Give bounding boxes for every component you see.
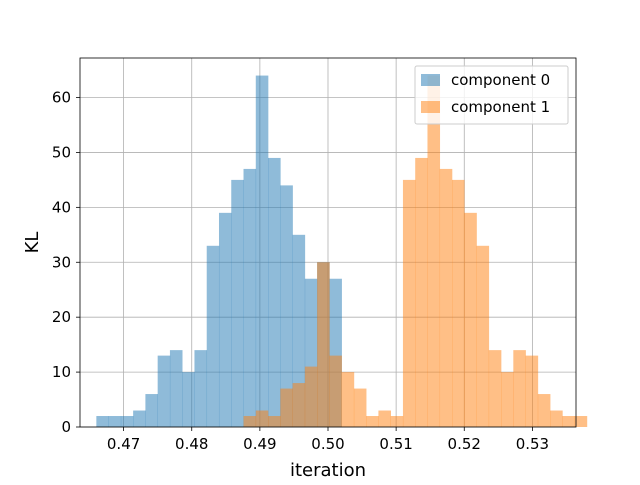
histogram-bar-component-1: [537, 394, 551, 427]
x-tick-label: 0.51: [379, 435, 412, 453]
histogram-bar-component-1: [501, 372, 514, 427]
histogram-bar-component-1: [304, 366, 318, 427]
histogram-bar-component-1: [452, 179, 465, 427]
histogram-bar-component-0: [120, 416, 134, 427]
histogram-bar-component-0: [194, 350, 208, 427]
y-tick-label: 10: [52, 363, 71, 381]
histogram-bar-component-0: [133, 410, 146, 427]
histogram-bar-component-0: [292, 234, 306, 427]
histogram-bar-component-1: [476, 245, 490, 427]
histogram-bar-component-0: [145, 394, 158, 427]
histogram-bar-component-0: [169, 350, 183, 427]
y-axis-label: KL: [22, 232, 43, 254]
histogram-bar-component-0: [157, 355, 171, 427]
histogram-bar-component-1: [378, 410, 391, 427]
x-tick-label: 0.50: [311, 435, 344, 453]
legend-box: [414, 65, 569, 125]
histogram-bar-component-0: [108, 416, 122, 427]
y-tick-label: 0: [61, 418, 71, 436]
x-tick-label: 0.49: [243, 435, 276, 453]
histogram-bar-component-0: [182, 372, 195, 427]
histogram-bar-component-1: [243, 416, 257, 427]
histogram-bar-component-1: [366, 416, 379, 427]
histogram-bar-component-1: [562, 416, 575, 427]
histogram-bar-component-1: [513, 350, 526, 427]
histogram-bar-component-1: [317, 262, 330, 427]
histogram-bar-component-1: [402, 179, 416, 427]
x-tick-label: 0.47: [107, 435, 140, 453]
legend-swatch-component-0: [421, 74, 440, 86]
histogram-bar-component-1: [415, 157, 428, 427]
bars: [96, 75, 588, 428]
histogram-bar-component-1: [280, 388, 293, 427]
x-tick-label: 0.52: [448, 435, 481, 453]
histogram-bar-component-0: [231, 179, 244, 427]
histogram-bar-component-0: [243, 168, 257, 427]
y-tick-label: 30: [52, 253, 71, 271]
x-tick-label: 0.53: [516, 435, 549, 453]
histogram-bar-component-1: [341, 372, 355, 427]
histogram-bar-component-0: [255, 75, 269, 428]
histogram-bar-component-1: [488, 350, 502, 427]
histogram-bar-component-1: [255, 410, 269, 427]
histogram-bar-component-1: [427, 75, 441, 428]
axis-ticks: 0.47 0.48 0.49 0.50 0.51 0.52 0.53 0 10 20 30 40 50 6…: [52, 89, 549, 453]
histogram-bar-component-1: [268, 416, 281, 427]
y-tick-label: 40: [52, 198, 71, 216]
histogram-bar-component-0: [280, 185, 293, 427]
histogram-bar-component-0: [206, 245, 220, 427]
y-tick-label: 60: [52, 89, 71, 107]
histogram-bar-component-0: [96, 416, 109, 427]
histogram-bar-component-1: [574, 416, 588, 427]
histogram-bar-component-1: [390, 416, 404, 427]
legend: component 0 component 1: [414, 65, 569, 125]
legend-label-component-0: component 0: [451, 71, 550, 89]
legend-swatch-component-1: [421, 101, 440, 113]
x-axis-label: iteration: [290, 460, 366, 480]
histogram-bar-component-1: [525, 355, 539, 427]
histogram-bar-component-1: [329, 355, 342, 427]
histogram-bar-component-1: [353, 388, 367, 427]
histogram-bar-component-1: [439, 168, 453, 427]
histogram-bar-component-0: [218, 212, 232, 427]
histogram-bar-component-0: [268, 157, 281, 427]
histogram-bar-component-1: [464, 212, 477, 427]
y-tick-label: 50: [52, 143, 71, 161]
histogram-bar-component-1: [292, 383, 306, 427]
histogram-bar-component-1: [550, 410, 563, 427]
y-tick-label: 20: [52, 308, 71, 326]
legend-label-component-1: component 1: [451, 98, 550, 116]
x-tick-label: 0.48: [175, 435, 208, 453]
